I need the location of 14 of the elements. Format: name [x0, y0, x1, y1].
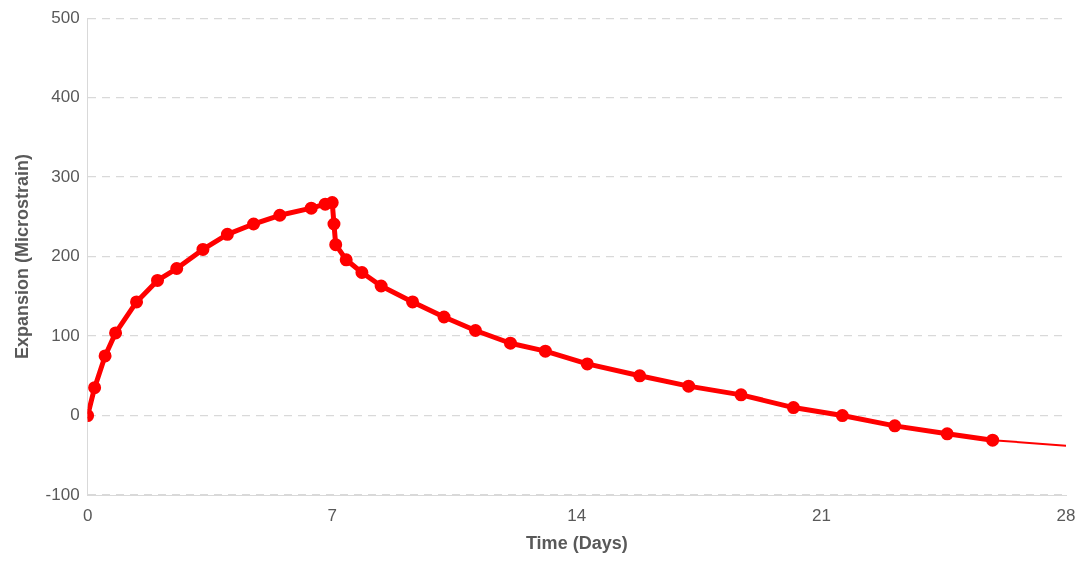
y-axis-title: Expansion (Microstrain) [11, 154, 32, 360]
y-tick-label: -100 [45, 484, 80, 504]
y-tick-label: 400 [51, 87, 80, 107]
y-tick-label: 100 [51, 325, 80, 345]
y-tick-label: 200 [51, 246, 80, 266]
x-tick-label: 28 [1056, 505, 1076, 525]
x-tick-label: 0 [82, 505, 93, 525]
x-axis-title: Time (Days) [525, 533, 628, 554]
x-tick-label: 21 [811, 505, 831, 525]
y-tick-label: 300 [51, 166, 80, 186]
x-tick-label: 7 [327, 505, 337, 525]
x-tick-label: 14 [567, 505, 587, 525]
y-tick-label: 500 [51, 7, 80, 27]
y-tick-label: 0 [70, 405, 80, 425]
